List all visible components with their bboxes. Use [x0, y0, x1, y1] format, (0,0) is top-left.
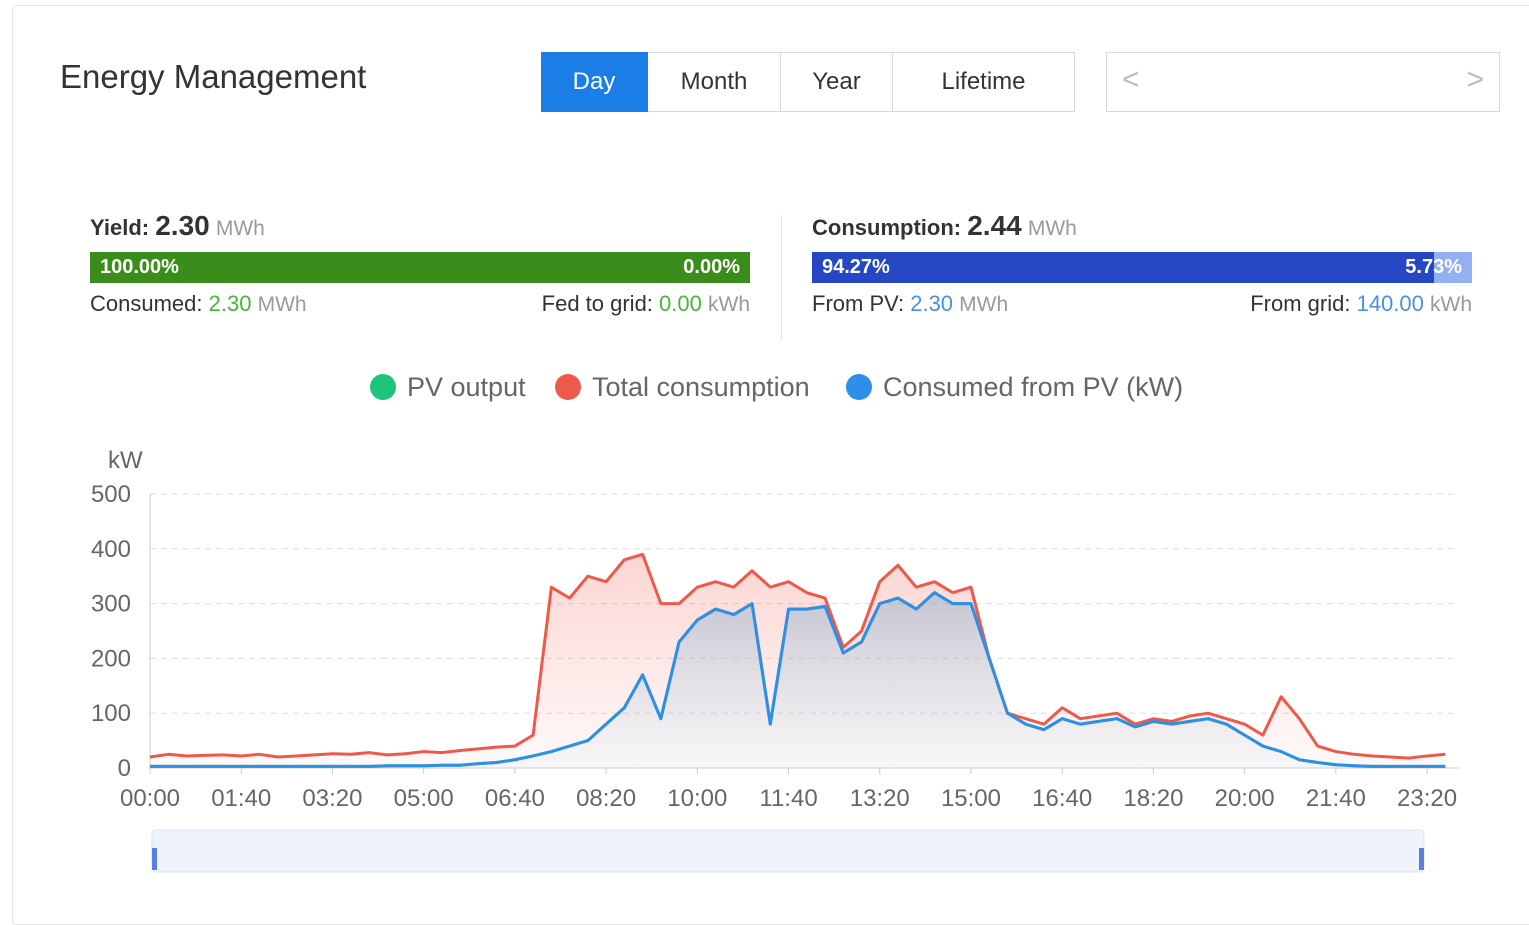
detail-value: 140.00	[1356, 291, 1424, 316]
area	[150, 592, 1446, 768]
line	[149, 552, 1446, 760]
x-tick-label: 11:40	[759, 785, 817, 812]
x-tick-label: 03:20	[302, 785, 362, 812]
separator	[781, 215, 782, 340]
detail-label: Fed to grid:	[541, 291, 653, 316]
detail-label: Consumed:	[90, 291, 203, 316]
legend-label[interactable]: Consumed from PV (kW)	[883, 372, 1183, 402]
label: Consumption:	[812, 215, 962, 240]
detail-value: 0.00	[659, 291, 702, 316]
value: 2.30	[155, 210, 210, 241]
detail-label: From PV:	[812, 291, 905, 316]
tab[interactable]: Year	[781, 52, 893, 112]
x-tick-label: 21:40	[1306, 785, 1366, 812]
legend-dot	[370, 374, 396, 400]
tab[interactable]: Lifetime	[893, 52, 1075, 112]
x-tick-label: 01:40	[211, 785, 271, 812]
detail-unit: MWh	[959, 293, 1009, 316]
tab[interactable]: Day	[541, 52, 648, 112]
zoom-slider[interactable]	[151, 829, 1425, 873]
y-tick-label: 100	[91, 700, 131, 727]
detail-unit: kWh	[1430, 293, 1472, 316]
bar-left	[812, 252, 1435, 283]
date-nav: < >	[1106, 52, 1500, 112]
consumption-summary: Consumption: 2.44 MWh 94.27% 5.73% From PV:…	[812, 210, 1472, 317]
bar-right	[1434, 252, 1472, 283]
x-tick-label: 06:40	[485, 785, 545, 812]
detail: From grid: 140.00 kWh	[1250, 291, 1472, 317]
x-tick-label: 05:00	[394, 785, 454, 812]
x-tick-label: 15:00	[941, 785, 1001, 812]
yield-summary: Yield: 2.30 MWh 100.00% 0.00% Consumed: 2.3…	[90, 210, 750, 317]
x-tick-label: 08:20	[576, 785, 636, 812]
bar-right-label: 0.00%	[683, 256, 740, 278]
y-tick-label: 400	[91, 536, 131, 563]
bar-right-label: 5.73%	[1405, 256, 1462, 278]
x-tick-label: 10:00	[667, 785, 727, 812]
unit: MWh	[1027, 217, 1077, 240]
prev[interactable]: <	[1122, 63, 1140, 96]
y-tick-label: 0	[118, 755, 131, 782]
legend-dot	[846, 374, 872, 400]
next[interactable]: >	[1466, 63, 1484, 96]
x-tick-label: 20:00	[1215, 785, 1275, 812]
label: Yield:	[90, 215, 150, 240]
unit: MWh	[215, 217, 265, 240]
bar-left	[90, 252, 750, 283]
tabs: Day Month Year Lifetime	[541, 52, 1075, 112]
x-tick-label: 18:20	[1123, 785, 1183, 812]
ratio-bar: 100.00% 0.00%	[90, 252, 750, 283]
detail-value: 2.30	[910, 291, 954, 316]
x-tick-label: 00:00	[120, 785, 180, 812]
bar-left-label: 100.00%	[100, 256, 179, 278]
detail-label: From grid:	[1250, 291, 1351, 316]
title: Energy Management	[60, 58, 367, 95]
detail-unit: MWh	[257, 293, 307, 316]
detail: From PV: 2.30 MWh	[812, 291, 1008, 317]
legend-dot	[555, 374, 581, 400]
x-tick-label: 16:40	[1032, 785, 1092, 812]
detail: Consumed: 2.30 MWh	[90, 291, 307, 317]
x-tick-label: 13:20	[850, 785, 910, 812]
zoom-handle[interactable]	[1419, 848, 1424, 870]
summary-row: Consumed: 2.30 MWh Fed to grid: 0.00 kWh	[90, 291, 750, 317]
ratio-bar: 94.27% 5.73%	[812, 252, 1472, 283]
summary-head: Consumption: 2.44 MWh	[812, 210, 1472, 242]
detail-unit: kWh	[708, 293, 750, 316]
tab[interactable]: Month	[648, 52, 781, 112]
detail-value: 2.30	[208, 291, 252, 316]
y-tick-label: 500	[91, 481, 131, 508]
summary-head: Yield: 2.30 MWh	[90, 210, 750, 242]
line	[150, 591, 1446, 768]
y-tick-label: 200	[91, 645, 131, 672]
y-tick-label: 300	[91, 591, 131, 618]
value: 2.44	[967, 210, 1022, 241]
summary-row: From PV: 2.30 MWh From grid: 140.00 kWh	[812, 291, 1472, 317]
y-axis-label: kW	[108, 447, 143, 474]
legend-label[interactable]: PV output	[407, 372, 526, 402]
legend-label[interactable]: Total consumption	[592, 372, 810, 402]
bar-left-label: 94.27%	[822, 256, 890, 278]
x-tick-label: 23:20	[1397, 785, 1457, 812]
zoom-handle[interactable]	[152, 848, 157, 870]
detail: Fed to grid: 0.00 kWh	[542, 291, 750, 317]
